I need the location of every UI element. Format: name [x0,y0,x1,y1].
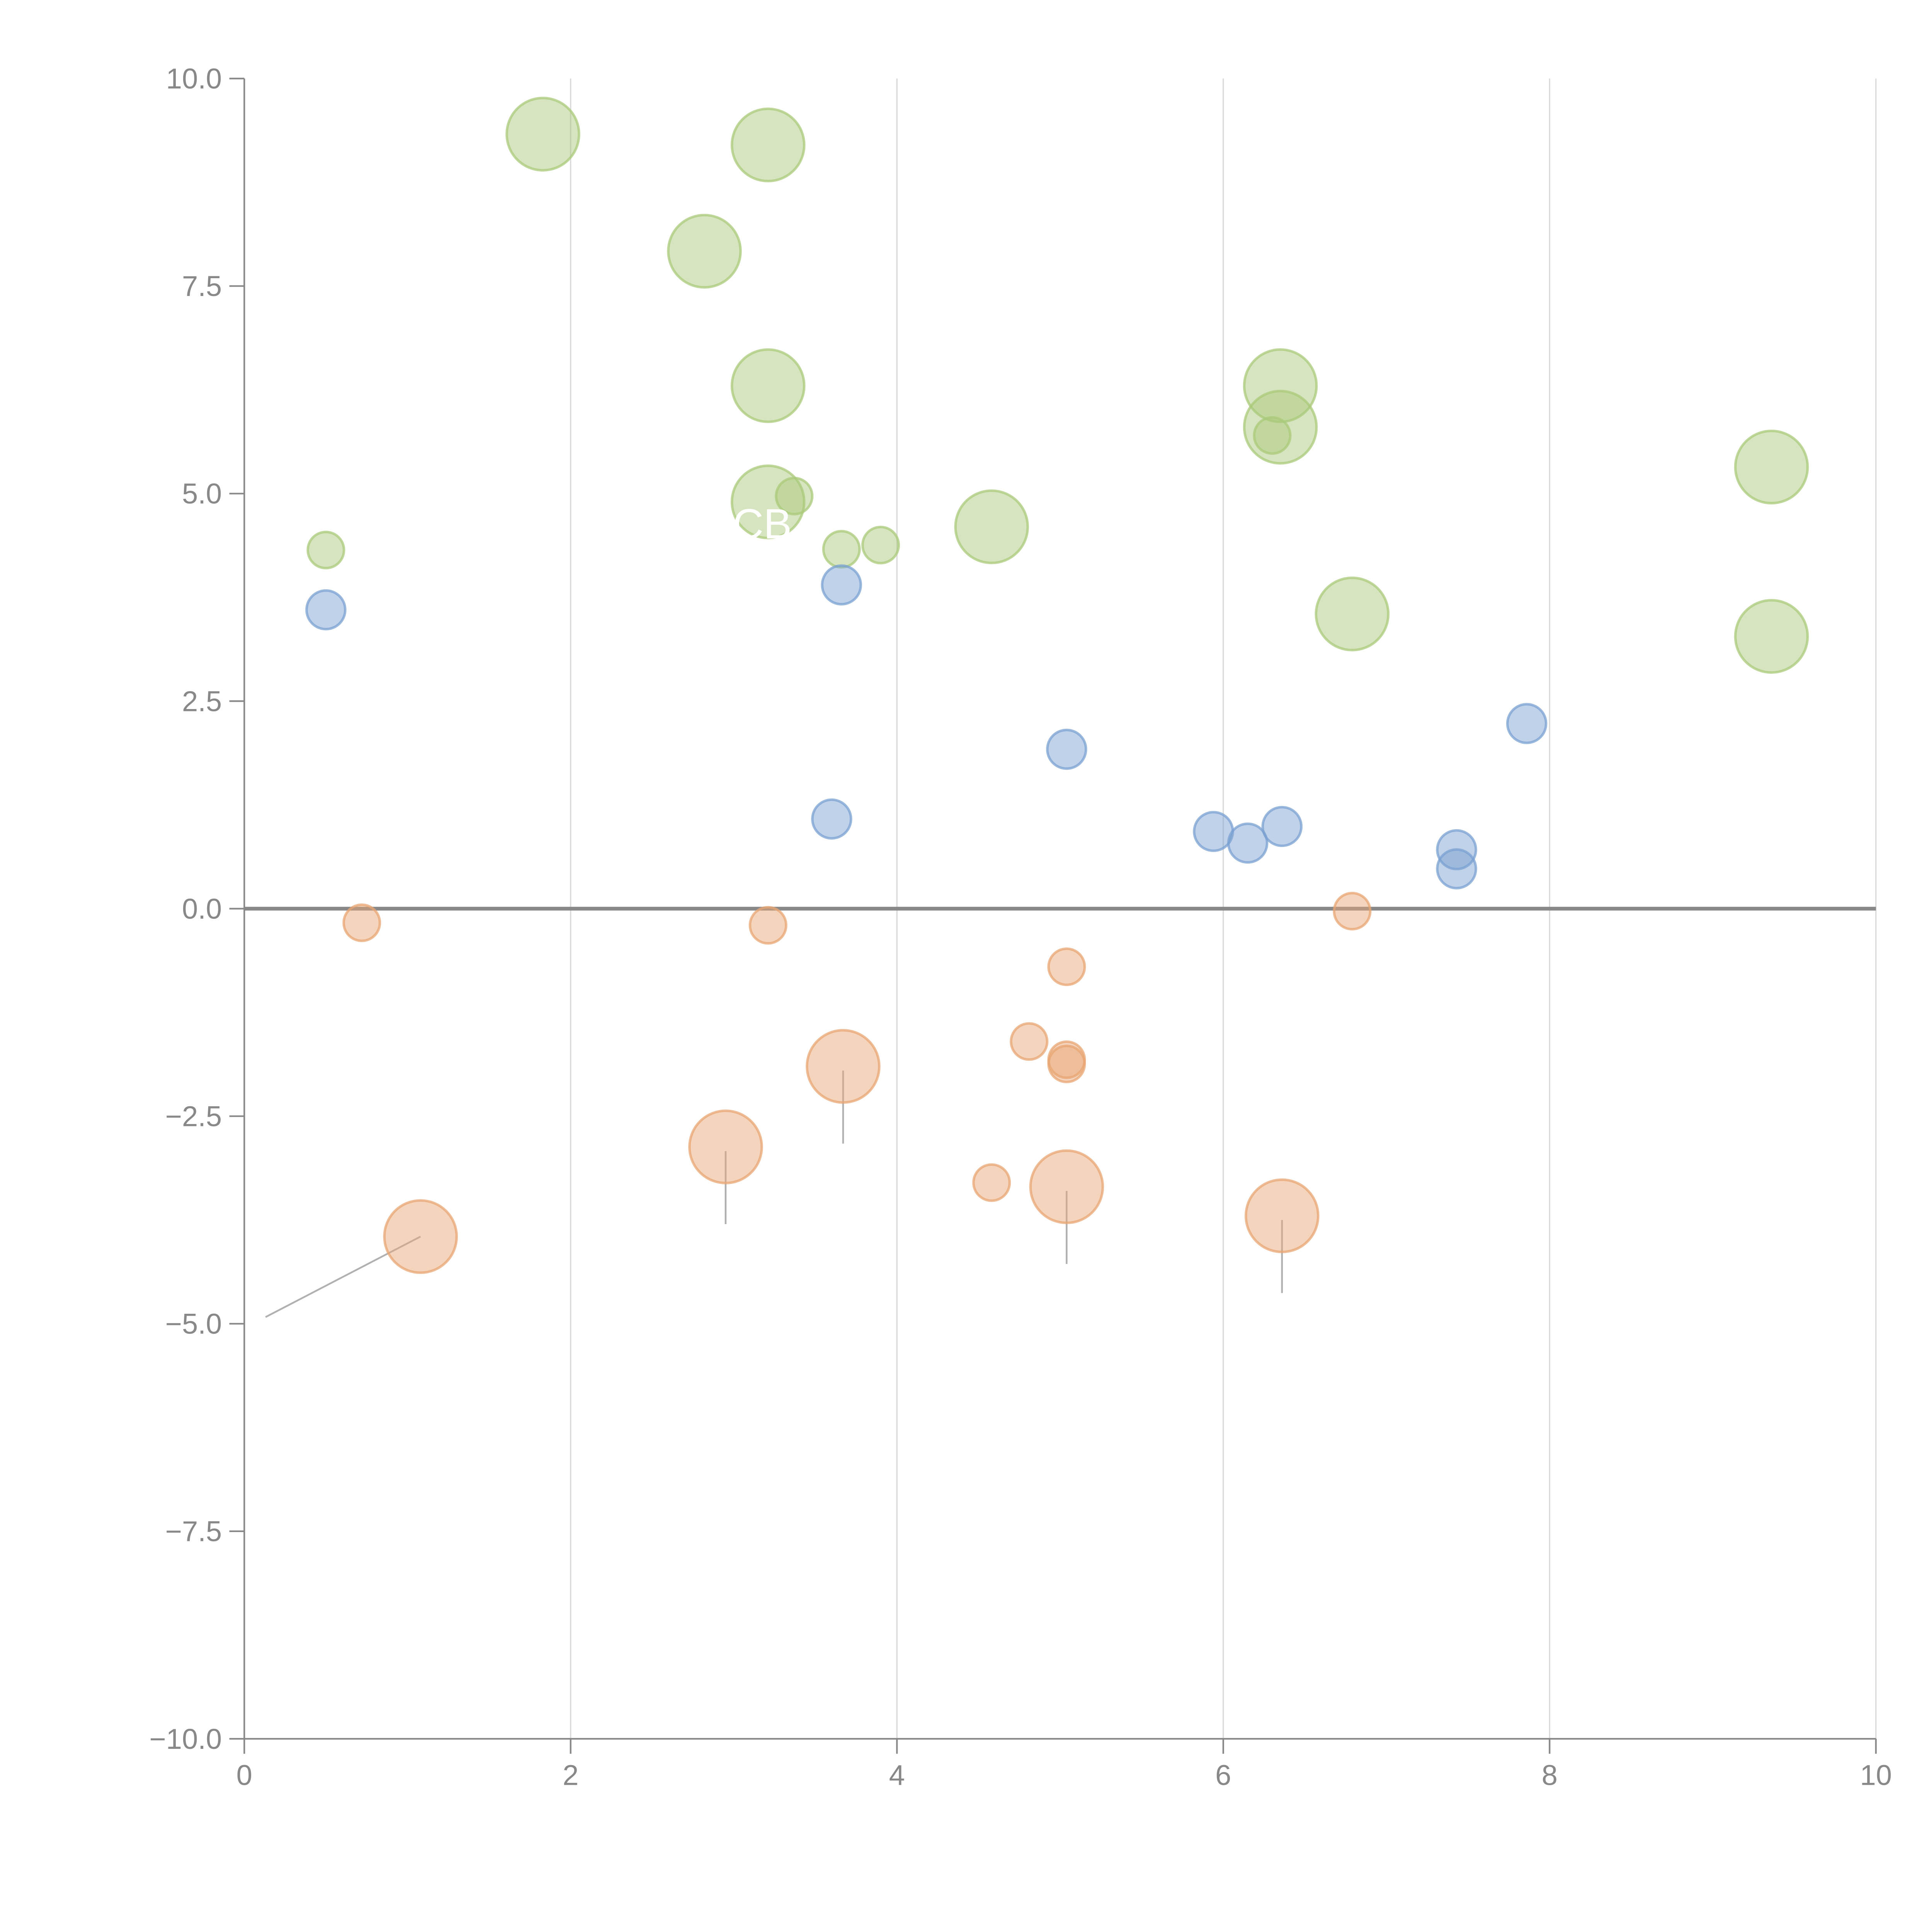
leader-line [1286,428,1315,441]
bubble-orange [342,903,381,942]
bubble-green [667,214,742,289]
bubble-orange [1029,1149,1104,1225]
bubble-blue [1227,822,1269,864]
x-tick-label: 2 [563,1759,578,1791]
y-tick-label: −5.0 [165,1308,222,1340]
bubble-blue [1261,806,1303,847]
bubble-blue [811,798,852,840]
annotation-label: CB [733,501,792,548]
bubble-orange [383,1199,458,1274]
bubble-green [861,526,900,565]
bubble-blue [305,589,347,631]
leader-line [773,381,803,386]
bubble-green [1243,348,1318,423]
y-tick-label: 0.0 [182,893,222,925]
bubble-blue [1193,811,1234,852]
bubble-green [730,464,806,539]
y-tick-label: 10.0 [166,63,222,95]
bubble-green [505,97,580,172]
bubble-blue [1506,703,1548,744]
bubble-orange [1333,892,1372,931]
leader-line [772,137,803,145]
bubble-green [730,348,806,423]
bubble-green [775,476,814,515]
x-tick-label: 6 [1215,1759,1231,1791]
bubble-green [1734,429,1809,505]
bubble-orange [1245,1178,1320,1253]
bubble-orange [748,906,787,945]
bubble-green [822,530,861,569]
x-ticks: 0 2 4 6 8 10 [236,1739,1892,1791]
bubble-blue [821,564,862,605]
y-tick-label: −10.0 [149,1723,222,1755]
bubble-orange [806,1029,881,1104]
y-tick-label: 7.5 [182,270,222,302]
x-tick-label: 8 [1542,1759,1558,1791]
bubble-green [730,107,806,182]
bubble-blue [1436,848,1477,889]
bubble-orange [1010,1022,1049,1061]
leader-line [265,1236,421,1318]
bubble-blue [1046,728,1087,770]
bubble-orange [1047,1044,1086,1083]
bubble-orange [972,1163,1011,1202]
bubble-green [1734,599,1809,674]
bubble-green [1315,577,1390,651]
x-tick-label: 4 [889,1759,905,1791]
leader-line [996,522,1026,528]
y-tick-label: 2.5 [182,685,222,717]
x-tick-label: 0 [236,1759,252,1791]
leader-lines [265,130,1767,1318]
bubble-green [306,531,345,570]
x-tick-label: 10 [1860,1759,1892,1791]
bubbles [305,97,1809,1274]
bubble-green [1243,389,1318,465]
y-tick-label: 5.0 [182,478,222,510]
y-tick-label: −2.5 [165,1100,222,1133]
bubble-orange [1047,947,1086,986]
bubble-orange [688,1109,763,1184]
leader-line [508,130,538,136]
bubble-green [954,489,1029,565]
leader-line [1748,445,1767,464]
y-tick-label: −7.5 [165,1515,222,1548]
bubble-green [1253,416,1292,455]
y-ticks: 10.0 7.5 5.0 2.5 0.0 −2.5 −5.0 −7.5 −10.0 [149,63,245,1755]
